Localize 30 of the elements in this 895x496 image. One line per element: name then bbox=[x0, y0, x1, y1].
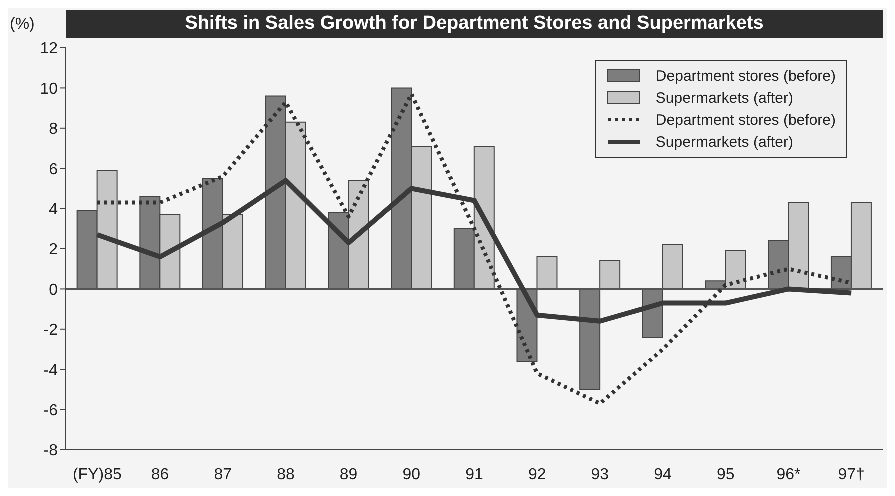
legend-label: Department stores (before) bbox=[656, 112, 836, 128]
x-tick-label: 90 bbox=[402, 466, 421, 484]
x-tick-label: 95 bbox=[716, 466, 735, 484]
y-tick-label: 2 bbox=[49, 242, 58, 259]
chart-title: Shifts in Sales Growth for Department Stores and Supermarkets bbox=[66, 10, 883, 38]
y-tick-label: 12 bbox=[40, 40, 58, 58]
y-tick-label: -8 bbox=[44, 442, 58, 460]
y-tick-label: 10 bbox=[40, 80, 58, 98]
y-axis-title: (%) bbox=[10, 16, 35, 34]
y-tick-label: 4 bbox=[49, 201, 58, 218]
y-tick-label: 8 bbox=[49, 121, 58, 138]
x-tick-label: 86 bbox=[151, 466, 170, 484]
x-tick-label: 92 bbox=[528, 466, 546, 484]
y-tick-label: -6 bbox=[44, 402, 58, 420]
x-tick-label: 96* bbox=[776, 466, 801, 484]
y-tick-label: -2 bbox=[44, 322, 58, 340]
y-tick-label: 6 bbox=[49, 161, 58, 178]
legend-label: Department stores (before) bbox=[656, 68, 836, 84]
legend-label: Supermarkets (after) bbox=[656, 90, 794, 106]
x-tick-label: 91 bbox=[466, 466, 484, 484]
x-tick-label: 87 bbox=[214, 466, 232, 484]
y-tick-label: 0 bbox=[49, 282, 58, 299]
legend-label: Supermarkets (after) bbox=[656, 134, 794, 150]
x-tick-label: 93 bbox=[591, 466, 610, 484]
x-tick-label: 88 bbox=[277, 466, 295, 484]
x-tick-label: 89 bbox=[340, 466, 358, 484]
x-tick-label: (FY)85 bbox=[72, 466, 122, 484]
x-tick-label: 97† bbox=[838, 466, 865, 484]
y-tick-label: -4 bbox=[44, 362, 58, 380]
x-tick-label: 94 bbox=[654, 466, 672, 484]
